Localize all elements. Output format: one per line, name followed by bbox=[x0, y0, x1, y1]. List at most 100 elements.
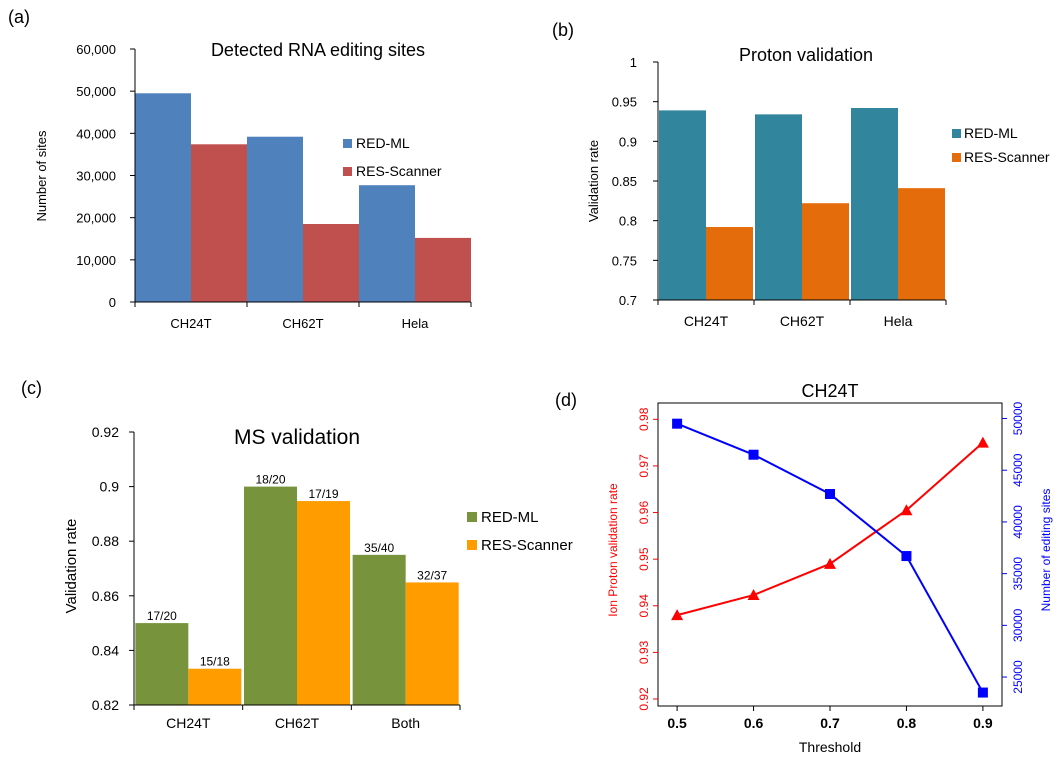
chart-d-point-right-3 bbox=[901, 551, 912, 562]
legend-b-swatch-red-ml bbox=[952, 129, 961, 138]
legend-c-label-res-scanner: RES-Scanner bbox=[481, 537, 573, 554]
chart-d-ytick-right-label: 40000 bbox=[1011, 505, 1025, 539]
chart-a-ytick-label: 50,000 bbox=[76, 84, 116, 99]
bar-c-data-label: 18/20 bbox=[255, 473, 285, 487]
chart-b-title: Proton validation bbox=[739, 45, 873, 65]
chart-b-xtick-label: CH62T bbox=[780, 313, 825, 329]
chart-d-xtick-label: 0.5 bbox=[667, 715, 687, 731]
panel-a-letter: (a) bbox=[8, 7, 30, 27]
chart-b-bars bbox=[659, 108, 945, 300]
chart-a-xtick-label: Hela bbox=[402, 316, 430, 331]
chart-c-y-axis: 0.82 0.84 0.86 0.88 0.9 0.92 bbox=[92, 424, 134, 713]
chart-d-point-right-4 bbox=[977, 687, 988, 698]
chart-d-ylabel-right: Number of editing sites bbox=[1039, 489, 1053, 612]
chart-b-legend: RED-ML RES-Scanner bbox=[952, 125, 1050, 165]
chart-c-xtick-label: CH24T bbox=[166, 715, 211, 731]
chart-d-axes: 0.5 0.6 0.7 0.8 0.9 0.92 0.93 0.94 0.95 0.96 0.97 0… bbox=[637, 402, 1025, 731]
chart-a-ytick-label: 10,000 bbox=[76, 253, 116, 268]
chart-d-series bbox=[671, 418, 989, 698]
chart-d-xlabel: Threshold bbox=[799, 739, 861, 755]
bar-a-res-scanner-ch24t bbox=[191, 144, 247, 302]
chart-d-ytick-left-label: 0.97 bbox=[637, 454, 651, 478]
bar-a-red-ml-hela bbox=[359, 185, 415, 302]
chart-c-ytick-label: 0.84 bbox=[92, 642, 119, 658]
chart-b-ylabel: Validation rate bbox=[586, 140, 601, 222]
legend-a-label-res-scanner: RES-Scanner bbox=[356, 163, 442, 179]
chart-b-x-axis: CH24T CH62T Hela bbox=[657, 300, 947, 329]
chart-c-x-axis: CH24T CH62T Both bbox=[133, 705, 461, 731]
chart-b-xtick-label: CH24T bbox=[684, 313, 729, 329]
bar-b-red-ml-hela bbox=[851, 108, 898, 300]
panel-b: (b) Proton validation Validation rate 0.… bbox=[552, 20, 1050, 329]
chart-d-title: CH24T bbox=[801, 381, 858, 401]
panel-d: (d) CH24T Ion Proton validation rate Num… bbox=[555, 381, 1053, 755]
chart-d-xtick-label: 0.6 bbox=[744, 715, 764, 731]
chart-d-ytick-right-label: 30000 bbox=[1011, 608, 1025, 642]
chart-d-point-left-1 bbox=[747, 589, 760, 601]
chart-a-bars bbox=[135, 93, 471, 303]
chart-d-xtick-label: 0.7 bbox=[820, 715, 840, 731]
chart-c-ytick-label: 0.82 bbox=[92, 697, 119, 713]
chart-d-ytick-right-label: 45000 bbox=[1011, 453, 1025, 487]
chart-b-ytick-label: 0.8 bbox=[619, 214, 637, 229]
chart-a-ytick-label: 0 bbox=[109, 295, 116, 310]
chart-c-ytick-label: 0.86 bbox=[92, 588, 119, 604]
panel-b-letter: (b) bbox=[552, 20, 574, 40]
panel-c-letter: (c) bbox=[21, 378, 42, 398]
chart-a-title: Detected RNA editing sites bbox=[211, 40, 425, 60]
chart-a-ylabel: Number of sites bbox=[34, 130, 49, 222]
bar-c-res-scanner-ch24t bbox=[188, 668, 242, 705]
chart-d-ytick-right-label: 25000 bbox=[1011, 660, 1025, 694]
chart-d-point-right-0 bbox=[672, 418, 683, 429]
chart-a-legend: RED-ML RES-Scanner bbox=[343, 135, 442, 179]
legend-b-label-red-ml: RED-ML bbox=[964, 125, 1018, 141]
chart-a-ytick-label: 30,000 bbox=[76, 169, 116, 184]
chart-c-title: MS validation bbox=[234, 426, 360, 449]
bar-a-res-scanner-hela bbox=[415, 237, 471, 302]
chart-d-point-left-2 bbox=[824, 557, 836, 569]
chart-a-y-axis: 0 10,000 20,000 30,000 40,000 50,000 60,000 bbox=[76, 42, 135, 310]
chart-b-ytick-label: 0.75 bbox=[612, 253, 637, 268]
bar-c-data-label: 32/37 bbox=[417, 568, 447, 582]
bar-a-res-scanner-ch62t bbox=[303, 223, 359, 302]
bar-a-red-ml-ch62t bbox=[247, 136, 303, 302]
chart-a-xtick-label: CH62T bbox=[282, 316, 323, 331]
bar-c-red-ml-ch62t bbox=[244, 486, 297, 705]
bar-c-data-label: 15/18 bbox=[200, 655, 230, 669]
bar-b-red-ml-ch24t bbox=[659, 110, 706, 300]
chart-c-ytick-label: 0.92 bbox=[92, 424, 119, 440]
chart-d-ytick-left-label: 0.98 bbox=[637, 407, 651, 431]
bar-c-red-ml-ch24t bbox=[135, 623, 189, 705]
bar-b-res-scanner-ch24t bbox=[706, 227, 753, 300]
chart-d-xtick-label: 0.8 bbox=[897, 715, 917, 731]
chart-d-series-left-line bbox=[676, 441, 984, 617]
chart-d-ytick-left-label: 0.92 bbox=[637, 687, 651, 711]
legend-a-swatch-res-scanner bbox=[343, 167, 352, 176]
bar-b-red-ml-ch62t bbox=[755, 114, 802, 300]
bar-c-data-label: 17/19 bbox=[308, 487, 338, 501]
bar-c-res-scanner-both bbox=[405, 582, 459, 705]
chart-b-y-axis: 0.7 0.75 0.8 0.85 0.9 0.95 1 bbox=[612, 55, 658, 308]
legend-a-label-red-ml: RED-ML bbox=[356, 135, 410, 151]
chart-d-ytick-left-label: 0.95 bbox=[637, 547, 651, 571]
chart-d-point-left-0 bbox=[671, 609, 684, 621]
chart-b-xtick-label: Hela bbox=[884, 313, 913, 329]
chart-a-ytick-label: 40,000 bbox=[76, 126, 116, 141]
legend-b-label-res-scanner: RES-Scanner bbox=[964, 149, 1050, 165]
chart-d-ytick-left-label: 0.94 bbox=[637, 594, 651, 618]
chart-d-ytick-right-label: 50000 bbox=[1011, 402, 1025, 436]
chart-a-xtick-label: CH24T bbox=[170, 316, 211, 331]
chart-d-point-left-4 bbox=[976, 436, 989, 448]
chart-c-xtick-label: Both bbox=[391, 715, 420, 731]
chart-d-ytick-right-label: 35000 bbox=[1011, 557, 1025, 591]
chart-d-ylabel-left: Ion Proton validation rate bbox=[606, 483, 620, 617]
chart-c-xtick-label: CH62T bbox=[275, 715, 320, 731]
chart-c-ylabel: Validation rate bbox=[63, 519, 80, 614]
bar-b-res-scanner-ch62t bbox=[802, 203, 849, 300]
chart-d-plot-frame bbox=[657, 402, 1003, 707]
legend-c-swatch-red-ml bbox=[467, 512, 477, 522]
bar-c-data-label: 35/40 bbox=[364, 541, 394, 555]
chart-c-ytick-label: 0.88 bbox=[92, 533, 119, 549]
chart-b-ytick-label: 1 bbox=[630, 55, 637, 70]
